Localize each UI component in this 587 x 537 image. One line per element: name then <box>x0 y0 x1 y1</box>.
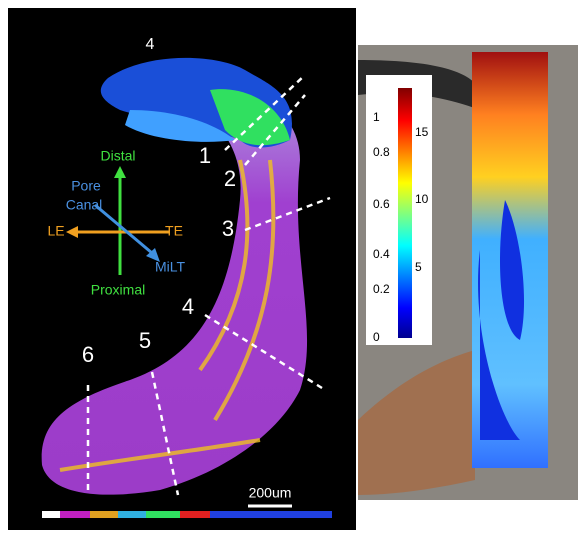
section-label: 3 <box>222 216 234 241</box>
figure: 4 Distal Pore Canal LE TE MiLT Proximal … <box>0 0 587 537</box>
proximal-label: Proximal <box>91 282 145 298</box>
te-label: TE <box>165 223 183 239</box>
colorbar-tick: 0 <box>373 330 380 344</box>
colorbar-tick: 10 <box>415 192 429 206</box>
milt-label: MiLT <box>155 259 186 275</box>
pore-label: Pore <box>71 178 101 194</box>
colorbar <box>398 88 412 338</box>
colorbar-tick: 0.8 <box>373 145 390 159</box>
section-label: 1 <box>199 143 211 168</box>
section-label: 2 <box>224 166 236 191</box>
colorbar-tick: 0.6 <box>373 197 390 211</box>
colorbar-tick: 0.4 <box>373 247 390 261</box>
section-label: 6 <box>82 342 94 367</box>
scale-label: 200um <box>249 485 292 501</box>
section-label: 4 <box>182 294 194 319</box>
canal-label: Canal <box>66 197 103 213</box>
color-key <box>42 511 332 518</box>
colorbar-tick: 0.2 <box>373 282 390 296</box>
le-label: LE <box>47 223 64 239</box>
distal-label: Distal <box>100 148 135 164</box>
top-label: 4 <box>146 36 155 53</box>
colorbar-tick: 5 <box>415 260 422 274</box>
colorbar-tick: 15 <box>415 125 429 139</box>
colorbar-tick: 1 <box>373 110 380 124</box>
section-label: 5 <box>139 328 151 353</box>
